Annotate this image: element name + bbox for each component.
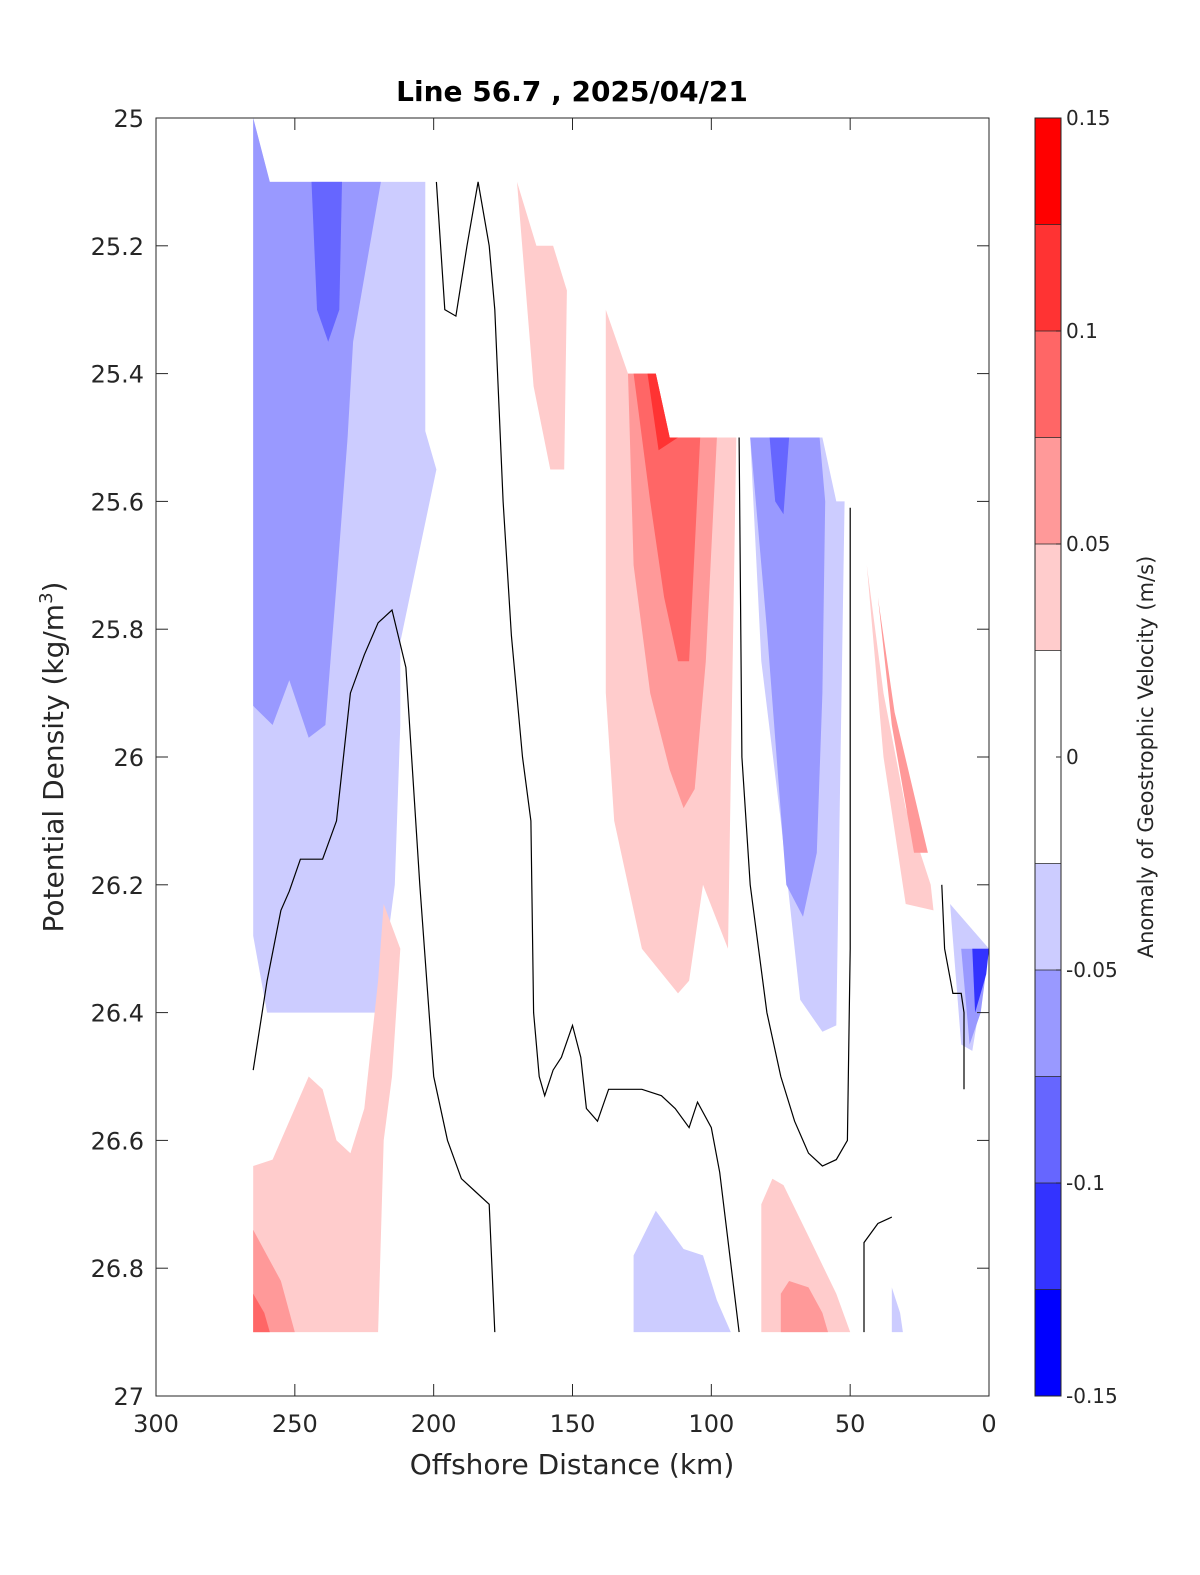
colorbar-level-4 — [1035, 544, 1061, 651]
contour-region-11 — [866, 565, 934, 911]
y-tick-label-26: 26 — [113, 744, 144, 772]
y-tick-label-26.4: 26.4 — [91, 1000, 144, 1028]
x-tick-label-300: 300 — [133, 1410, 179, 1438]
contour-region-3 — [517, 181, 567, 470]
colorbar-level-9 — [1035, 1183, 1061, 1290]
colorbar-level-0 — [1035, 118, 1061, 225]
contour-region-19 — [633, 1210, 731, 1333]
zero-contour-3 — [863, 1216, 893, 1333]
colorbar-tick-label-0.05: 0.05 — [1066, 532, 1111, 556]
y-axis-label-superscript: 3 — [36, 592, 57, 603]
contour-region-10 — [769, 437, 790, 515]
colorbar-tick-label--0.05: -0.05 — [1066, 958, 1118, 982]
contour-region-18 — [253, 1293, 270, 1333]
colorbar-tick-label-0.1: 0.1 — [1066, 319, 1098, 343]
colorbar-tick-label-0: 0 — [1066, 745, 1079, 769]
contour-region-1 — [253, 118, 381, 738]
colorbar-level-1 — [1035, 224, 1061, 331]
colorbar-label: Anomaly of Geostrophic Velocity (m/s) — [1134, 556, 1158, 959]
contour-region-2 — [311, 181, 342, 342]
contour-region-7 — [647, 373, 678, 451]
contour-region-15 — [972, 948, 989, 1013]
filled-contour-regions — [253, 118, 989, 1333]
contour-region-21 — [780, 1281, 828, 1333]
y-axis-ticks: 25 25.2 25.4 25.6 25.8 26 26.2 26.4 26.6 26.8 27 — [91, 105, 989, 1411]
plot-area: 300 250 200 150 100 50 0 2525.225.425.625.8262… — [91, 105, 997, 1438]
y-axis-label: Potential Density (kg/m3) — [36, 582, 70, 933]
colorbar: 0.15 0.1 0.05 0 -0.05 -0.1 -0.15 Anomaly of Ge… — [1034, 106, 1158, 1408]
x-tick-label-150: 150 — [550, 1410, 596, 1438]
contour-region-6 — [633, 373, 701, 662]
y-tick-label-26.2: 26.2 — [91, 872, 144, 900]
x-tick-label-50: 50 — [835, 1410, 866, 1438]
colorbar-tick-label--0.15: -0.15 — [1066, 1384, 1118, 1408]
chart-title: Line 56.7 , 2025/04/21 — [396, 75, 748, 108]
y-tick-label-26.6: 26.6 — [91, 1127, 144, 1155]
y-tick-label-25.2: 25.2 — [91, 233, 144, 261]
colorbar-level-10 — [1035, 1289, 1061, 1396]
y-tick-label-26.8: 26.8 — [91, 1255, 144, 1283]
zero-contour-lines — [252, 181, 965, 1333]
y-axis-label-close: ) — [37, 582, 70, 593]
zero-contour-0 — [252, 608, 496, 1333]
colorbar-level-7 — [1035, 970, 1061, 1077]
zero-contour-4 — [941, 884, 965, 1090]
zero-contour-2 — [738, 437, 851, 1167]
colorbar-level-3 — [1035, 437, 1061, 544]
x-tick-label-200: 200 — [411, 1410, 457, 1438]
colorbar-ticks: 0.15 0.1 0.05 0 -0.05 -0.1 -0.15 — [1056, 106, 1118, 1408]
contour-region-17 — [253, 1229, 295, 1333]
zero-contour-1 — [435, 181, 740, 1333]
x-axis-label: Offshore Distance (km) — [410, 1448, 735, 1481]
x-tick-label-100: 100 — [688, 1410, 734, 1438]
contour-region-9 — [750, 437, 826, 917]
x-tick-label-0: 0 — [981, 1410, 996, 1438]
y-tick-label-25.6: 25.6 — [91, 488, 144, 516]
y-tick-label-25.4: 25.4 — [91, 361, 144, 389]
colorbar-level-8 — [1035, 1076, 1061, 1183]
colorbar-levels — [1035, 117, 1061, 1396]
y-axis-label-main: Potential Density (kg/m — [37, 604, 70, 933]
y-tick-label-27: 27 — [113, 1383, 144, 1411]
y-tick-label-25: 25 — [113, 105, 144, 133]
contour-region-16 — [253, 904, 401, 1333]
x-tick-label-250: 250 — [272, 1410, 318, 1438]
y-tick-label-25.8: 25.8 — [91, 616, 144, 644]
colorbar-level-6 — [1035, 863, 1061, 970]
colorbar-tick-label-0.15: 0.15 — [1066, 106, 1111, 130]
colorbar-level-2 — [1035, 331, 1061, 438]
colorbar-tick-label--0.1: -0.1 — [1066, 1171, 1105, 1195]
x-axis-ticks: 300 250 200 150 100 50 0 — [133, 118, 997, 1438]
contour-region-22 — [891, 1287, 903, 1333]
